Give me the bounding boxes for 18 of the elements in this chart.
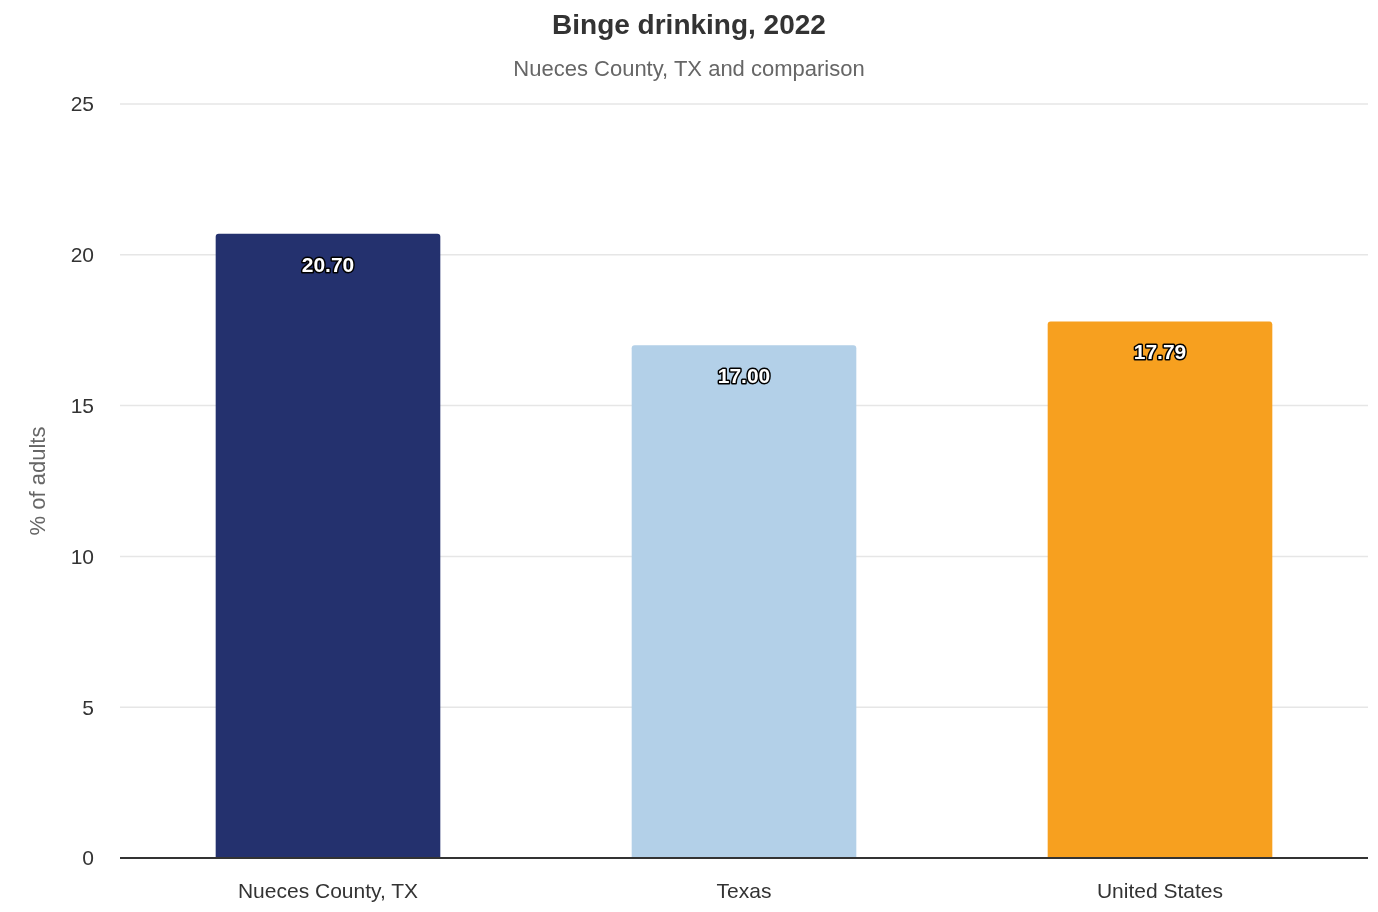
data-label: 20.70	[301, 252, 355, 276]
data-label: 17.79	[1133, 340, 1187, 364]
y-tick-label: 5	[82, 695, 94, 719]
data-label: 17.00	[717, 364, 771, 388]
bar	[215, 233, 441, 858]
bar	[631, 345, 857, 858]
y-tick-label: 20	[70, 243, 94, 267]
x-tick-label: Texas	[716, 879, 772, 902]
y-tick-label: 10	[70, 544, 94, 568]
bar	[1047, 321, 1273, 858]
chart-title: Binge drinking, 2022	[552, 9, 826, 40]
y-tick-label: 0	[82, 846, 94, 870]
x-tick-label: Nueces County, TX	[237, 879, 419, 902]
y-tick-label: 25	[70, 92, 94, 116]
y-tick-label: 15	[70, 393, 94, 417]
chart-subtitle: Nueces County, TX and comparison	[513, 56, 865, 81]
x-tick-label: United States	[1096, 879, 1224, 902]
y-axis-title: % of adults	[25, 426, 50, 536]
